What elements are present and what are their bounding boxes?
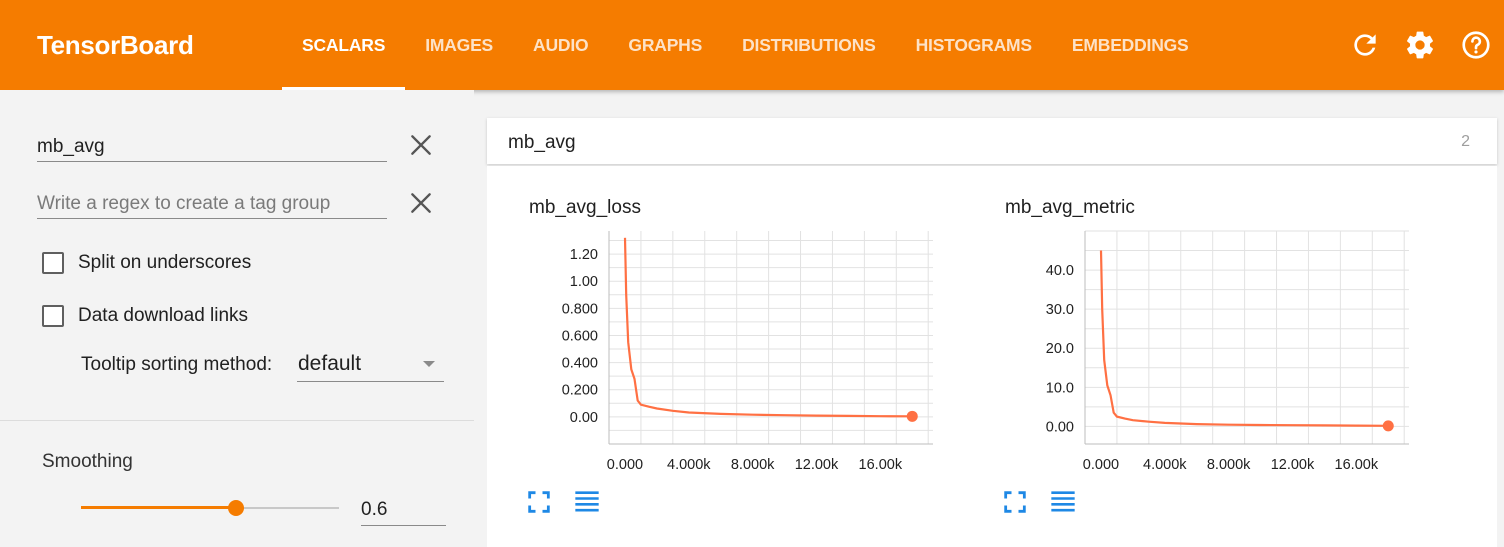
y-tick-label: 0.400 <box>562 356 598 372</box>
x-tick-label: 12.00k <box>795 457 839 473</box>
x-tick-label: 0.000 <box>607 457 643 473</box>
y-tick-label: 1.00 <box>570 274 598 290</box>
data-table-icon[interactable] <box>1049 488 1077 516</box>
clear-tag-group-icon[interactable] <box>408 190 434 216</box>
series-line <box>623 237 913 418</box>
sidebar: Split on underscores Data download links… <box>0 90 474 547</box>
x-tick-label: 16.00k <box>859 457 903 473</box>
x-tick-label: 0.000 <box>1083 457 1119 473</box>
y-tick-label: 1.20 <box>570 247 598 263</box>
tab-embeddings[interactable]: EMBEDDINGS <box>1071 34 1189 55</box>
tag-group-field <box>37 185 387 219</box>
x-tick-label: 4.000k <box>667 457 711 473</box>
tag-group-body <box>487 166 1497 547</box>
x-tick-label: 12.00k <box>1271 457 1315 473</box>
app-title: TensorBoard <box>37 30 194 60</box>
download-links-label: Data download links <box>78 305 249 326</box>
tag-filter-input[interactable] <box>37 128 387 161</box>
tab-audio[interactable]: AUDIO <box>533 34 589 55</box>
tooltip-sorting-label: Tooltip sorting method: <box>81 354 273 375</box>
x-tick-label: 16.00k <box>1335 457 1379 473</box>
y-tick-label: 0.200 <box>562 383 598 399</box>
smoothing-value-input[interactable]: 0.6 <box>361 490 446 526</box>
last-point-marker <box>906 410 918 422</box>
tab-graphs[interactable]: GRAPHS <box>628 34 703 55</box>
dropdown-caret-icon <box>423 361 435 367</box>
fullscreen-icon[interactable] <box>525 488 553 516</box>
smoothing-label: Smoothing <box>42 451 133 472</box>
clear-filter-icon[interactable] <box>408 132 434 158</box>
tab-scalars[interactable]: SCALARS <box>282 0 406 90</box>
chart-title-metric: mb_avg_metric <box>1005 197 1135 218</box>
x-tick-label: 8.000k <box>1207 457 1251 473</box>
split-underscores-checkbox[interactable] <box>42 252 64 274</box>
split-underscores-option[interactable]: Split on underscores <box>42 252 251 274</box>
x-tick-label: 8.000k <box>731 457 775 473</box>
y-tick-label: 30.0 <box>1046 302 1074 318</box>
split-underscores-label: Split on underscores <box>78 252 252 273</box>
tag-group-count: 2 <box>1461 133 1470 150</box>
tag-group-header[interactable]: mb_avg 2 <box>487 118 1497 164</box>
tag-group-title: mb_avg <box>508 132 576 153</box>
x-tick-label: 4.000k <box>1143 457 1187 473</box>
tab-images[interactable]: IMAGES <box>425 34 494 55</box>
tag-group-input[interactable] <box>37 185 387 218</box>
tooltip-sorting-select[interactable]: default <box>297 346 444 382</box>
y-tick-label: 0.00 <box>570 410 598 426</box>
tag-filter-field <box>37 128 387 162</box>
tab-histograms[interactable]: HISTOGRAMS <box>915 34 1032 55</box>
dashboard-tabs: SCALARS IMAGES AUDIO GRAPHS DISTRIBUTION… <box>282 0 1209 90</box>
y-tick-label: 20.0 <box>1046 341 1074 357</box>
tab-distributions[interactable]: DISTRIBUTIONS <box>742 34 876 55</box>
y-tick-label: 40.0 <box>1046 263 1074 279</box>
help-icon[interactable] <box>1460 29 1492 61</box>
y-tick-label: 0.600 <box>562 328 598 344</box>
download-links-option[interactable]: Data download links <box>42 305 248 327</box>
download-links-checkbox[interactable] <box>42 305 64 327</box>
fullscreen-icon[interactable] <box>1001 488 1029 516</box>
settings-icon[interactable] <box>1404 29 1436 61</box>
slider-knob[interactable] <box>228 500 244 516</box>
sidebar-divider <box>0 420 474 421</box>
y-tick-label: 10.0 <box>1046 380 1074 396</box>
top-app-bar: TensorBoard SCALARS IMAGES AUDIO GRAPHS … <box>0 0 1504 90</box>
y-tick-label: 0.800 <box>562 301 598 317</box>
tooltip-sorting-value: default <box>298 352 362 375</box>
y-tick-label: 0.00 <box>1046 419 1074 435</box>
series-line <box>1099 250 1389 427</box>
chart-title-loss: mb_avg_loss <box>529 197 641 218</box>
data-table-icon[interactable] <box>573 488 601 516</box>
smoothing-slider[interactable] <box>81 494 339 522</box>
slider-fill <box>81 506 236 509</box>
last-point-marker <box>1382 420 1394 432</box>
